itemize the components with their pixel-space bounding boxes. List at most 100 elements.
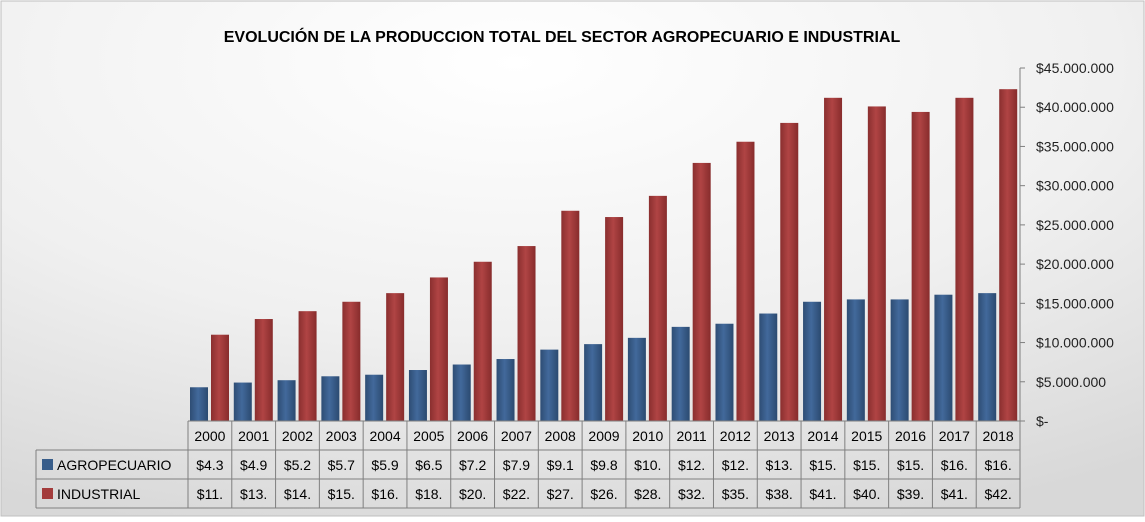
x-tick-label: 2017 xyxy=(939,428,970,444)
x-tick-label: 2009 xyxy=(588,428,619,444)
x-tick-label: 2011 xyxy=(677,428,707,444)
x-tick-label: 2002 xyxy=(282,428,313,444)
bar-industrial-2015 xyxy=(867,106,886,421)
data-label: $9.8 xyxy=(590,457,617,473)
y-tick-label: $- xyxy=(1036,413,1049,429)
bar-industrial-2018 xyxy=(999,89,1018,422)
data-label: $11. xyxy=(197,486,223,502)
bar-agropecuario-2006 xyxy=(452,364,471,421)
x-tick-label: 2008 xyxy=(545,428,576,444)
data-label: $12. xyxy=(722,457,749,473)
bar-industrial-2004 xyxy=(386,293,405,421)
data-label: $16. xyxy=(941,457,968,473)
x-tick-label: 2010 xyxy=(632,428,663,444)
x-tick-label: 2007 xyxy=(501,428,532,444)
x-tick-label: 2014 xyxy=(807,428,838,444)
data-label: $27. xyxy=(547,486,574,502)
bar-industrial-2013 xyxy=(780,122,799,422)
y-tick-label: $15.000.000 xyxy=(1036,295,1114,311)
data-label: $15. xyxy=(853,457,880,473)
legend-label-industrial: INDUSTRIAL xyxy=(57,486,140,502)
bar-agropecuario-2001 xyxy=(233,382,252,421)
data-label: $35. xyxy=(722,486,749,502)
bar-agropecuario-2007 xyxy=(496,359,515,421)
data-label: $16. xyxy=(371,486,398,502)
bar-industrial-2010 xyxy=(648,195,667,421)
data-label: $7.2 xyxy=(459,457,486,473)
data-label: $15. xyxy=(897,457,924,473)
bar-agropecuario-2011 xyxy=(671,326,690,421)
bar-industrial-2003 xyxy=(342,301,361,421)
data-label: $26. xyxy=(590,486,617,502)
data-label: $41. xyxy=(941,486,968,502)
y-tick-label: $5.000.000 xyxy=(1036,374,1106,390)
data-label: $5.9 xyxy=(371,457,398,473)
data-label: $16. xyxy=(984,457,1011,473)
data-label: $4.3 xyxy=(196,457,223,473)
data-label: $22. xyxy=(503,486,530,502)
data-label: $42. xyxy=(984,486,1011,502)
bar-agropecuario-2014 xyxy=(803,301,822,421)
bar-industrial-2005 xyxy=(429,277,448,421)
data-label: $7.9 xyxy=(503,457,530,473)
bar-industrial-2012 xyxy=(736,141,755,421)
bar-industrial-2017 xyxy=(955,97,974,421)
bar-industrial-2008 xyxy=(561,210,580,421)
y-tick-label: $35.000.000 xyxy=(1036,138,1114,154)
data-label: $41. xyxy=(809,486,836,502)
data-label: $32. xyxy=(678,486,705,502)
data-label: $20. xyxy=(459,486,486,502)
data-label: $39. xyxy=(897,486,924,502)
legend-key-agropecuario xyxy=(42,459,53,470)
data-label: $15. xyxy=(809,457,836,473)
y-tick-label: $45.000.000 xyxy=(1036,60,1114,76)
y-tick-label: $25.000.000 xyxy=(1036,217,1114,233)
data-label: $38. xyxy=(766,486,793,502)
bar-industrial-2014 xyxy=(824,97,843,421)
chart-title: EVOLUCIÓN DE LA PRODUCCION TOTAL DEL SEC… xyxy=(224,27,901,46)
bar-industrial-2006 xyxy=(473,261,492,421)
bar-agropecuario-2013 xyxy=(759,313,778,421)
data-label: $5.2 xyxy=(284,457,311,473)
bar-agropecuario-2017 xyxy=(934,294,953,421)
x-tick-label: 2018 xyxy=(983,428,1014,444)
data-label: $18. xyxy=(415,486,442,502)
data-label: $5.7 xyxy=(328,457,355,473)
data-label: $6.5 xyxy=(415,457,442,473)
bar-agropecuario-2010 xyxy=(627,337,646,421)
x-tick-label: 2005 xyxy=(413,428,444,444)
x-tick-label: 2006 xyxy=(457,428,488,444)
data-label: $14. xyxy=(284,486,311,502)
x-tick-label: 2013 xyxy=(764,428,795,444)
y-tick-label: $10.000.000 xyxy=(1036,335,1114,351)
bar-agropecuario-2002 xyxy=(277,380,296,421)
bar-industrial-2011 xyxy=(692,162,711,421)
data-label: $15. xyxy=(328,486,355,502)
bar-agropecuario-2018 xyxy=(978,293,997,421)
x-tick-label: 2004 xyxy=(369,428,400,444)
bar-agropecuario-2005 xyxy=(408,370,427,421)
bars-layer xyxy=(190,89,1018,422)
bar-agropecuario-2004 xyxy=(365,374,384,421)
data-label: $4.9 xyxy=(240,457,267,473)
bar-agropecuario-2008 xyxy=(540,349,559,421)
x-tick-label: 2000 xyxy=(194,428,225,444)
bar-agropecuario-2015 xyxy=(846,299,865,421)
bar-industrial-2007 xyxy=(517,246,536,421)
bar-industrial-2009 xyxy=(605,217,624,421)
data-label: $9.1 xyxy=(547,457,574,473)
x-tick-label: 2015 xyxy=(851,428,882,444)
legend-key-industrial xyxy=(42,488,53,499)
bar-industrial-2002 xyxy=(298,311,317,421)
data-table: 2000 2001 2002 2003 2004 2005 2006 2007 2008 2009… xyxy=(35,420,1021,509)
y-tick-label: $30.000.000 xyxy=(1036,178,1114,194)
x-tick-label: 2016 xyxy=(895,428,926,444)
data-label: $13. xyxy=(240,486,267,502)
x-tick-label: 2012 xyxy=(720,428,751,444)
y-tick-label: $20.000.000 xyxy=(1036,256,1114,272)
data-label: $28. xyxy=(634,486,661,502)
bar-agropecuario-2003 xyxy=(321,376,340,421)
data-label: $13. xyxy=(766,457,793,473)
